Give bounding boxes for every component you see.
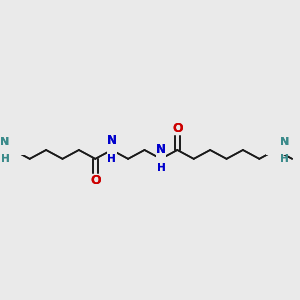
Text: N: N xyxy=(0,137,9,147)
Bar xyxy=(275,139,289,155)
Bar xyxy=(12,139,26,155)
Text: H: H xyxy=(157,163,165,173)
Bar xyxy=(4,139,15,155)
Text: N: N xyxy=(107,134,117,147)
Text: H: H xyxy=(1,154,9,164)
Text: N: N xyxy=(156,143,166,156)
Text: O: O xyxy=(90,174,101,187)
Text: N: N xyxy=(280,137,289,147)
Text: H: H xyxy=(157,163,165,173)
Text: O: O xyxy=(172,122,183,135)
Text: N: N xyxy=(107,134,117,147)
Text: H: H xyxy=(280,154,288,164)
Text: N: N xyxy=(0,137,9,147)
Bar xyxy=(107,139,117,155)
Text: N: N xyxy=(280,137,289,147)
Text: N: N xyxy=(156,143,166,156)
Text: O: O xyxy=(172,122,183,135)
Text: H: H xyxy=(1,154,9,164)
Text: H: H xyxy=(280,154,288,164)
Text: H: H xyxy=(107,154,116,164)
Bar xyxy=(156,148,166,164)
Text: O: O xyxy=(90,174,101,187)
Text: H: H xyxy=(107,154,116,164)
Bar xyxy=(266,139,278,155)
